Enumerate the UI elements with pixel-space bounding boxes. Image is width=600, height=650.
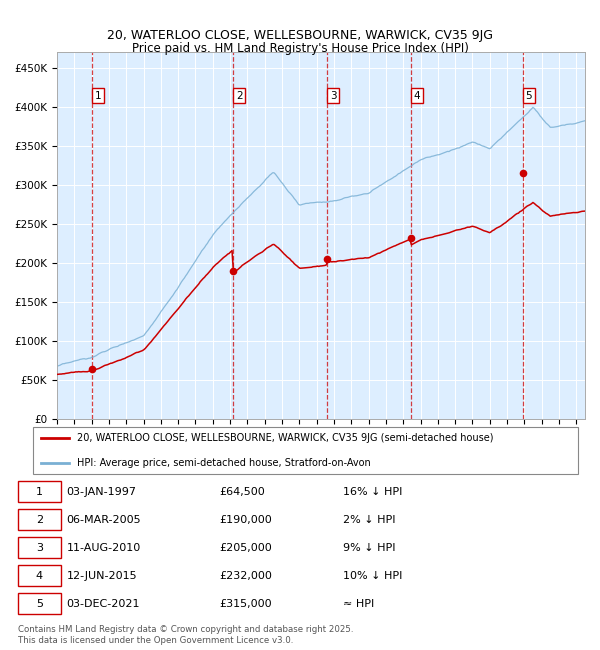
Text: 12-JUN-2015: 12-JUN-2015	[67, 571, 137, 580]
FancyBboxPatch shape	[18, 593, 61, 614]
Text: 2: 2	[36, 515, 43, 525]
Text: 5: 5	[526, 90, 532, 101]
FancyBboxPatch shape	[18, 537, 61, 558]
Text: 4: 4	[413, 90, 420, 101]
Text: 03-DEC-2021: 03-DEC-2021	[67, 599, 140, 608]
Text: 3: 3	[330, 90, 337, 101]
Text: Price paid vs. HM Land Registry's House Price Index (HPI): Price paid vs. HM Land Registry's House …	[131, 42, 469, 55]
FancyBboxPatch shape	[18, 509, 61, 530]
Text: 4: 4	[36, 571, 43, 580]
Text: 11-AUG-2010: 11-AUG-2010	[67, 543, 141, 552]
Text: £232,000: £232,000	[220, 571, 272, 580]
Text: £190,000: £190,000	[220, 515, 272, 525]
Text: HPI: Average price, semi-detached house, Stratford-on-Avon: HPI: Average price, semi-detached house,…	[77, 458, 371, 467]
FancyBboxPatch shape	[18, 565, 61, 586]
Text: 2: 2	[236, 90, 242, 101]
Text: 03-JAN-1997: 03-JAN-1997	[67, 487, 137, 497]
Text: 10% ↓ HPI: 10% ↓ HPI	[343, 571, 403, 580]
Text: 20, WATERLOO CLOSE, WELLESBOURNE, WARWICK, CV35 9JG: 20, WATERLOO CLOSE, WELLESBOURNE, WARWIC…	[107, 29, 493, 42]
Text: 20, WATERLOO CLOSE, WELLESBOURNE, WARWICK, CV35 9JG (semi-detached house): 20, WATERLOO CLOSE, WELLESBOURNE, WARWIC…	[77, 434, 493, 443]
Text: 16% ↓ HPI: 16% ↓ HPI	[343, 487, 403, 497]
Text: 06-MAR-2005: 06-MAR-2005	[67, 515, 142, 525]
FancyBboxPatch shape	[18, 481, 61, 502]
Text: £315,000: £315,000	[220, 599, 272, 608]
FancyBboxPatch shape	[33, 426, 578, 474]
Text: £64,500: £64,500	[220, 487, 265, 497]
Text: £205,000: £205,000	[220, 543, 272, 552]
Text: ≈ HPI: ≈ HPI	[343, 599, 374, 608]
Text: 9% ↓ HPI: 9% ↓ HPI	[343, 543, 396, 552]
Text: 3: 3	[36, 543, 43, 552]
Text: Contains HM Land Registry data © Crown copyright and database right 2025.
This d: Contains HM Land Registry data © Crown c…	[18, 625, 353, 645]
Text: 2% ↓ HPI: 2% ↓ HPI	[343, 515, 396, 525]
Text: 1: 1	[36, 487, 43, 497]
Text: 1: 1	[95, 90, 101, 101]
Text: 5: 5	[36, 599, 43, 608]
